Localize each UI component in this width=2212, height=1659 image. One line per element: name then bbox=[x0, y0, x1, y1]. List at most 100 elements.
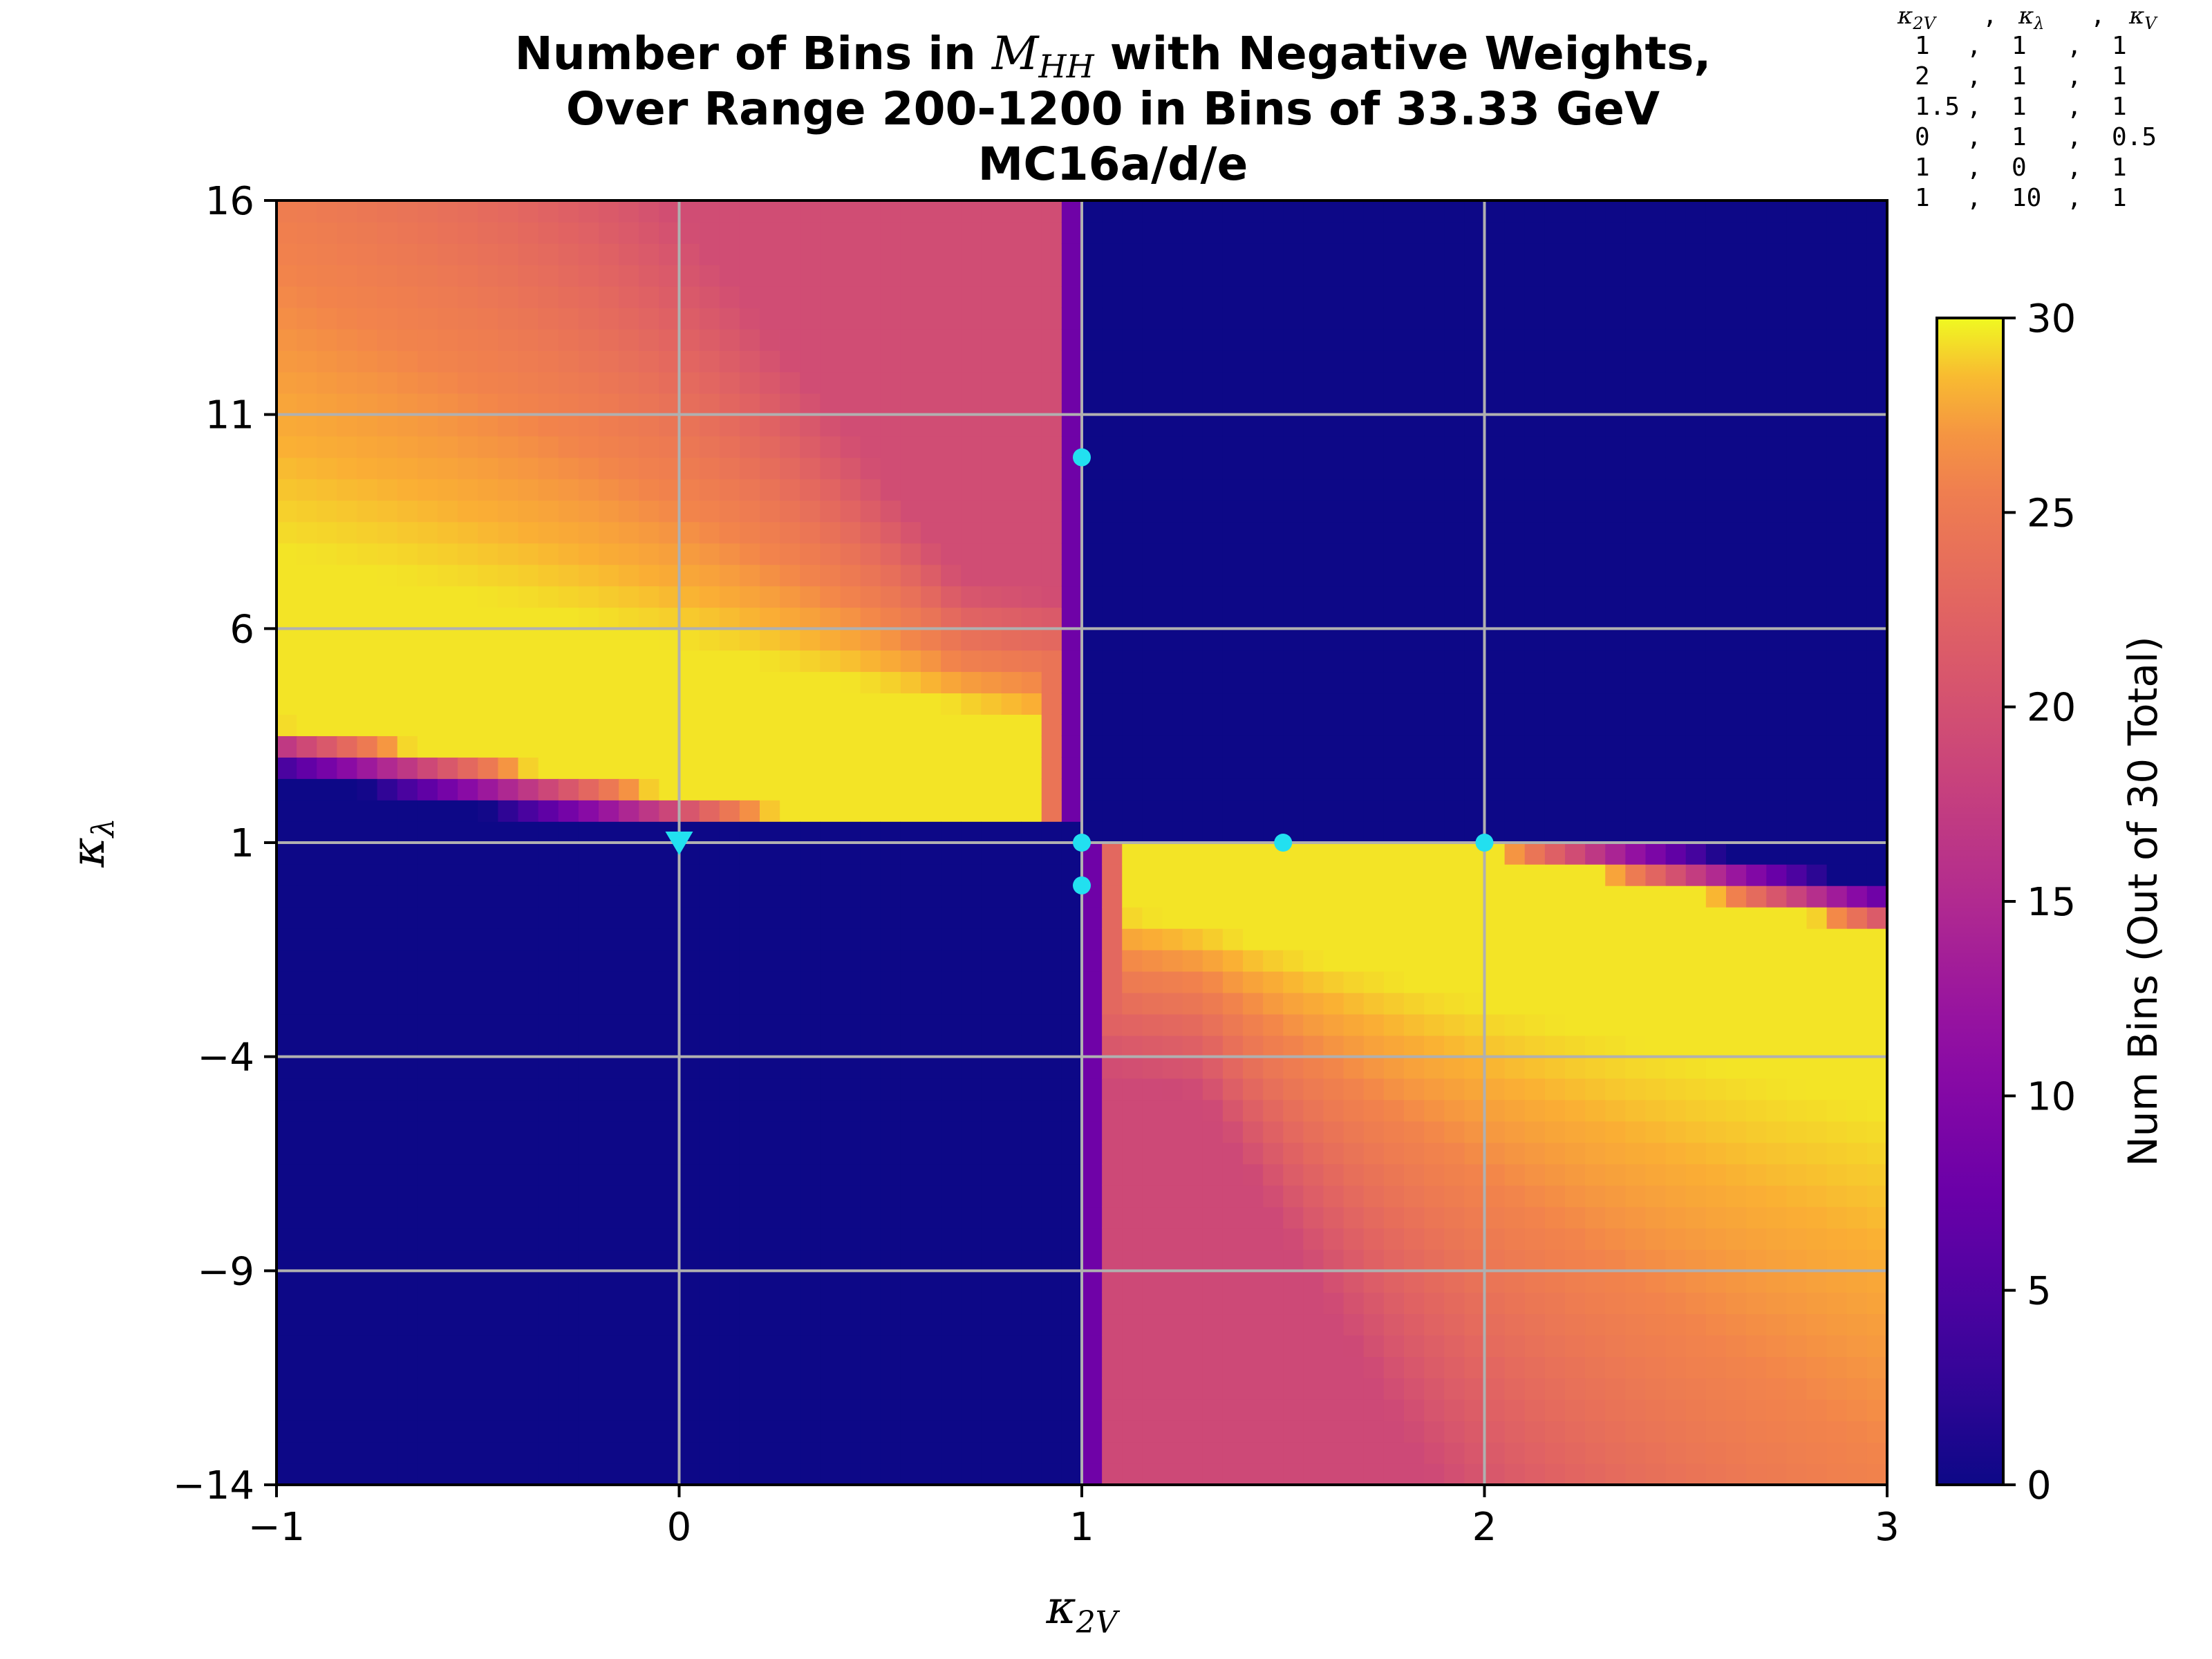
heatmap-cell bbox=[276, 307, 297, 330]
heatmap-cell bbox=[1021, 1163, 1042, 1186]
heatmap-cell bbox=[820, 221, 841, 244]
heatmap-cell bbox=[397, 607, 418, 630]
heatmap-cell bbox=[1444, 1099, 1465, 1122]
heatmap-cell bbox=[417, 992, 438, 1015]
heatmap-cell bbox=[1565, 735, 1586, 758]
heatmap-cell bbox=[1665, 992, 1687, 1015]
heatmap-cell bbox=[276, 1421, 297, 1443]
heatmap-cell bbox=[860, 1421, 881, 1443]
heatmap-cell bbox=[1645, 843, 1667, 865]
heatmap-cell bbox=[961, 949, 982, 972]
heatmap-cell bbox=[498, 521, 519, 544]
heatmap-cell bbox=[1726, 757, 1747, 779]
heatmap-cell bbox=[599, 1056, 619, 1079]
heatmap-cell bbox=[1464, 285, 1485, 308]
heatmap-cell bbox=[478, 221, 499, 244]
heatmap-cell bbox=[719, 585, 740, 608]
heatmap-cell bbox=[840, 221, 861, 244]
heatmap-cell bbox=[1283, 992, 1304, 1015]
heatmap-cell bbox=[1806, 328, 1828, 351]
heatmap-cell bbox=[397, 628, 418, 651]
heatmap-cell bbox=[1122, 607, 1143, 630]
heatmap-cell bbox=[1383, 928, 1405, 950]
heatmap-cell bbox=[1383, 243, 1405, 265]
heatmap-cell bbox=[1142, 1142, 1163, 1165]
heatmap-cell bbox=[659, 1013, 680, 1036]
heatmap-cell bbox=[1041, 843, 1062, 865]
heatmap-cell bbox=[1645, 778, 1667, 800]
heatmap-cell bbox=[1665, 1399, 1687, 1421]
heatmap-cell bbox=[880, 1463, 901, 1485]
heatmap-cell bbox=[337, 457, 358, 480]
heatmap-cell bbox=[1484, 693, 1506, 715]
heatmap-cell bbox=[1826, 1185, 1848, 1208]
heatmap-cell bbox=[1726, 393, 1747, 415]
heatmap-cell bbox=[699, 735, 720, 758]
heatmap-cell bbox=[1444, 521, 1465, 544]
heatmap-cell bbox=[1303, 243, 1324, 265]
heatmap-cell bbox=[1645, 863, 1667, 886]
heatmap-cell bbox=[458, 500, 479, 523]
heatmap-cell bbox=[941, 863, 962, 886]
heatmap-cell bbox=[1705, 414, 1727, 437]
heatmap-cell bbox=[1625, 1185, 1647, 1208]
heatmap-cell bbox=[1001, 1463, 1022, 1485]
heatmap-cell bbox=[578, 607, 599, 630]
heatmap-cell bbox=[1283, 735, 1304, 758]
heatmap-cell bbox=[1524, 628, 1546, 651]
heatmap-cell bbox=[659, 521, 680, 544]
heatmap-cell bbox=[1021, 328, 1042, 351]
heatmap-cell bbox=[1645, 414, 1667, 437]
heatmap-cell bbox=[1001, 885, 1022, 908]
heatmap-cell bbox=[760, 393, 780, 415]
heatmap-cell bbox=[1565, 1463, 1586, 1485]
heatmap-cell bbox=[1202, 1356, 1224, 1378]
heatmap-cell bbox=[941, 1206, 962, 1229]
heatmap-cell bbox=[1544, 543, 1566, 565]
heatmap-cell bbox=[337, 1035, 358, 1058]
heatmap-cell bbox=[739, 200, 760, 223]
heatmap-cell bbox=[1685, 735, 1707, 758]
heatmap-cell bbox=[1061, 650, 1082, 673]
heatmap-cell bbox=[1565, 650, 1586, 673]
heatmap-cell bbox=[1585, 949, 1606, 972]
heatmap-cell bbox=[1645, 264, 1667, 287]
heatmap-cell bbox=[317, 671, 338, 694]
heatmap-cell bbox=[619, 607, 640, 630]
heatmap-cell bbox=[1464, 863, 1485, 886]
heatmap-cell bbox=[1404, 243, 1425, 265]
heatmap-cell bbox=[1122, 671, 1143, 694]
heatmap-cell bbox=[900, 585, 921, 608]
heatmap-cell bbox=[1202, 928, 1224, 950]
heatmap-cell bbox=[558, 885, 579, 908]
heatmap-cell bbox=[538, 778, 559, 800]
heatmap-cell bbox=[1102, 778, 1123, 800]
heatmap-cell bbox=[276, 714, 297, 736]
heatmap-cell bbox=[941, 435, 962, 458]
heatmap-cell bbox=[1424, 650, 1445, 673]
heatmap-cell bbox=[1484, 778, 1506, 800]
heatmap-cell bbox=[921, 264, 941, 287]
heatmap-cell bbox=[679, 521, 700, 544]
heatmap-cell bbox=[1001, 671, 1022, 694]
heatmap-cell bbox=[1343, 1313, 1365, 1336]
heatmap-cell bbox=[1122, 714, 1143, 736]
heatmap-cell bbox=[1061, 906, 1082, 929]
heatmap-cell bbox=[1383, 671, 1405, 694]
heatmap-cell bbox=[719, 521, 740, 544]
heatmap-cell bbox=[498, 885, 519, 908]
heatmap-cell bbox=[1061, 1442, 1082, 1464]
heatmap-cell bbox=[417, 1356, 438, 1378]
heatmap-cell bbox=[1363, 778, 1385, 800]
heatmap-cell bbox=[518, 1378, 539, 1400]
heatmap-cell bbox=[900, 478, 921, 501]
heatmap-cell bbox=[1464, 1271, 1485, 1293]
heatmap-cell bbox=[941, 221, 962, 244]
heatmap-cell bbox=[900, 1185, 921, 1208]
heatmap-cell bbox=[659, 735, 680, 758]
heatmap-cell bbox=[1363, 1056, 1385, 1079]
heatmap-cell bbox=[337, 1421, 358, 1443]
legend-separator: , bbox=[2090, 1, 2106, 30]
heatmap-cell bbox=[1222, 714, 1244, 736]
heatmap-cell bbox=[619, 1099, 640, 1122]
